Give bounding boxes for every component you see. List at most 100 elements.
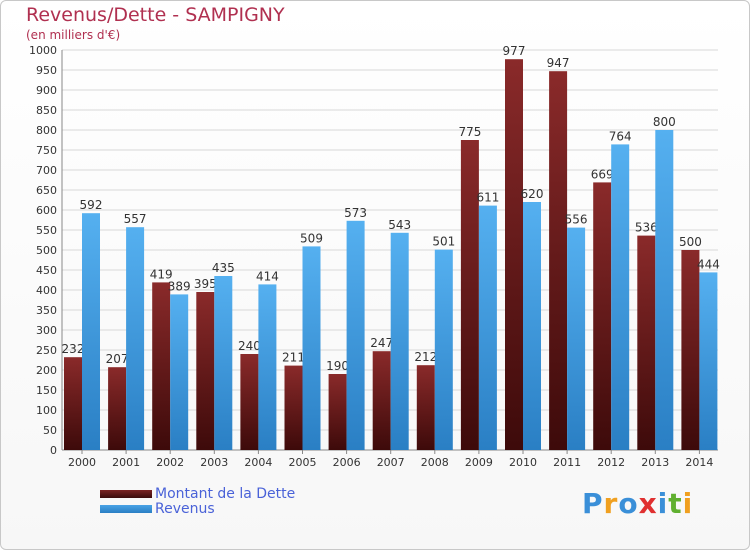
debt-bar bbox=[416, 365, 435, 450]
x-tick-label: 2005 bbox=[289, 456, 317, 469]
logo-letter: i bbox=[682, 487, 694, 520]
x-tick-label: 2002 bbox=[156, 456, 184, 469]
revenue-value-label: 543 bbox=[388, 218, 411, 232]
revenue-value-label: 444 bbox=[697, 257, 720, 271]
debt-value-label: 211 bbox=[282, 351, 305, 365]
y-tick-label: 150 bbox=[36, 384, 57, 397]
legend-swatch-revenue bbox=[100, 505, 152, 513]
y-tick-label: 500 bbox=[36, 244, 57, 257]
debt-value-label: 500 bbox=[679, 235, 702, 249]
revenue-value-label: 800 bbox=[653, 115, 676, 129]
y-tick-label: 650 bbox=[36, 184, 57, 197]
revenue-value-label: 764 bbox=[609, 129, 632, 143]
debt-value-label: 977 bbox=[503, 44, 526, 58]
x-tick-label: 2014 bbox=[685, 456, 713, 469]
y-tick-label: 700 bbox=[36, 164, 57, 177]
debt-bar bbox=[108, 367, 127, 450]
y-tick-label: 850 bbox=[36, 104, 57, 117]
legend-label-debt: Montant de la Dette bbox=[155, 486, 296, 502]
revenue-bar bbox=[478, 205, 497, 450]
revenue-bar bbox=[170, 294, 189, 450]
y-tick-label: 950 bbox=[36, 64, 57, 77]
y-tick-label: 300 bbox=[36, 324, 57, 337]
y-tick-label: 350 bbox=[36, 304, 57, 317]
x-tick-label: 2013 bbox=[641, 456, 669, 469]
x-tick-label: 2009 bbox=[465, 456, 493, 469]
revenue-bar bbox=[567, 227, 586, 450]
logo-letter: P bbox=[582, 487, 604, 520]
debt-value-label: 207 bbox=[106, 352, 129, 366]
revenue-bar bbox=[346, 220, 365, 450]
x-tick-label: 2011 bbox=[553, 456, 581, 469]
y-tick-label: 50 bbox=[43, 424, 57, 437]
x-tick-label: 2012 bbox=[597, 456, 625, 469]
debt-bar bbox=[593, 182, 612, 450]
debt-value-label: 419 bbox=[150, 267, 173, 281]
chart-title: Revenus/Dette - SAMPIGNY bbox=[26, 4, 285, 26]
chart-subtitle: (en milliers d'€) bbox=[26, 28, 121, 42]
debt-bar bbox=[505, 59, 523, 450]
revenue-value-label: 620 bbox=[521, 187, 544, 201]
revenue-value-label: 556 bbox=[565, 213, 588, 227]
debt-value-label: 669 bbox=[591, 167, 614, 181]
debt-value-label: 395 bbox=[194, 277, 217, 291]
debt-bar bbox=[64, 357, 82, 450]
revenue-bar bbox=[126, 227, 145, 450]
y-tick-label: 900 bbox=[36, 84, 57, 97]
debt-bar bbox=[284, 365, 303, 450]
x-tick-label: 2004 bbox=[244, 456, 272, 469]
revenue-bar bbox=[82, 213, 100, 450]
x-tick-label: 2000 bbox=[68, 456, 96, 469]
revenue-bar bbox=[699, 272, 718, 450]
debt-value-label: 212 bbox=[414, 350, 437, 364]
y-tick-label: 800 bbox=[36, 124, 57, 137]
debt-bar bbox=[152, 282, 171, 450]
debt-bar bbox=[240, 354, 259, 450]
x-tick-label: 2001 bbox=[112, 456, 140, 469]
debt-value-label: 247 bbox=[370, 336, 393, 350]
x-tick-label: 2008 bbox=[421, 456, 449, 469]
revenue-bar bbox=[655, 130, 674, 450]
revenue-value-label: 435 bbox=[212, 261, 235, 275]
logo-letter: i bbox=[657, 487, 669, 520]
debt-bar bbox=[549, 71, 568, 450]
x-tick-label: 2006 bbox=[333, 456, 361, 469]
revenue-value-label: 592 bbox=[80, 198, 103, 212]
debt-value-label: 240 bbox=[238, 339, 261, 353]
y-tick-label: 450 bbox=[36, 264, 57, 277]
revenue-bar bbox=[611, 144, 630, 450]
y-tick-label: 1000 bbox=[29, 44, 57, 57]
y-tick-label: 0 bbox=[50, 444, 57, 457]
logo-letter: x bbox=[638, 487, 658, 520]
logo-letter: o bbox=[618, 487, 639, 520]
revenue-value-label: 573 bbox=[344, 206, 367, 220]
debt-value-label: 536 bbox=[635, 221, 658, 235]
x-tick-label: 2003 bbox=[200, 456, 228, 469]
revenue-value-label: 509 bbox=[300, 231, 323, 245]
revenue-bar bbox=[523, 202, 541, 450]
debt-value-label: 775 bbox=[458, 125, 481, 139]
debt-bar bbox=[372, 351, 391, 450]
debt-bar bbox=[328, 374, 347, 450]
y-tick-label: 600 bbox=[36, 204, 57, 217]
revenue-bar bbox=[390, 232, 409, 450]
debt-bar bbox=[196, 292, 215, 450]
debt-bar bbox=[681, 250, 700, 450]
y-tick-label: 750 bbox=[36, 144, 57, 157]
legend-swatch-debt bbox=[100, 490, 152, 498]
y-tick-label: 400 bbox=[36, 284, 57, 297]
revenue-value-label: 557 bbox=[124, 212, 147, 226]
revenue-bar bbox=[258, 284, 277, 450]
revenue-bar bbox=[302, 246, 321, 450]
legend-label-revenue: Revenus bbox=[155, 501, 215, 517]
revenue-value-label: 611 bbox=[476, 191, 499, 205]
revenue-bar bbox=[434, 249, 453, 450]
revenue-value-label: 389 bbox=[168, 279, 191, 293]
revenue-bar bbox=[214, 276, 233, 450]
debt-bar bbox=[637, 235, 656, 450]
debt-value-label: 947 bbox=[547, 56, 570, 70]
logo-letter: t bbox=[668, 487, 683, 520]
debt-value-label: 232 bbox=[62, 342, 85, 356]
revenue-value-label: 414 bbox=[256, 269, 279, 283]
